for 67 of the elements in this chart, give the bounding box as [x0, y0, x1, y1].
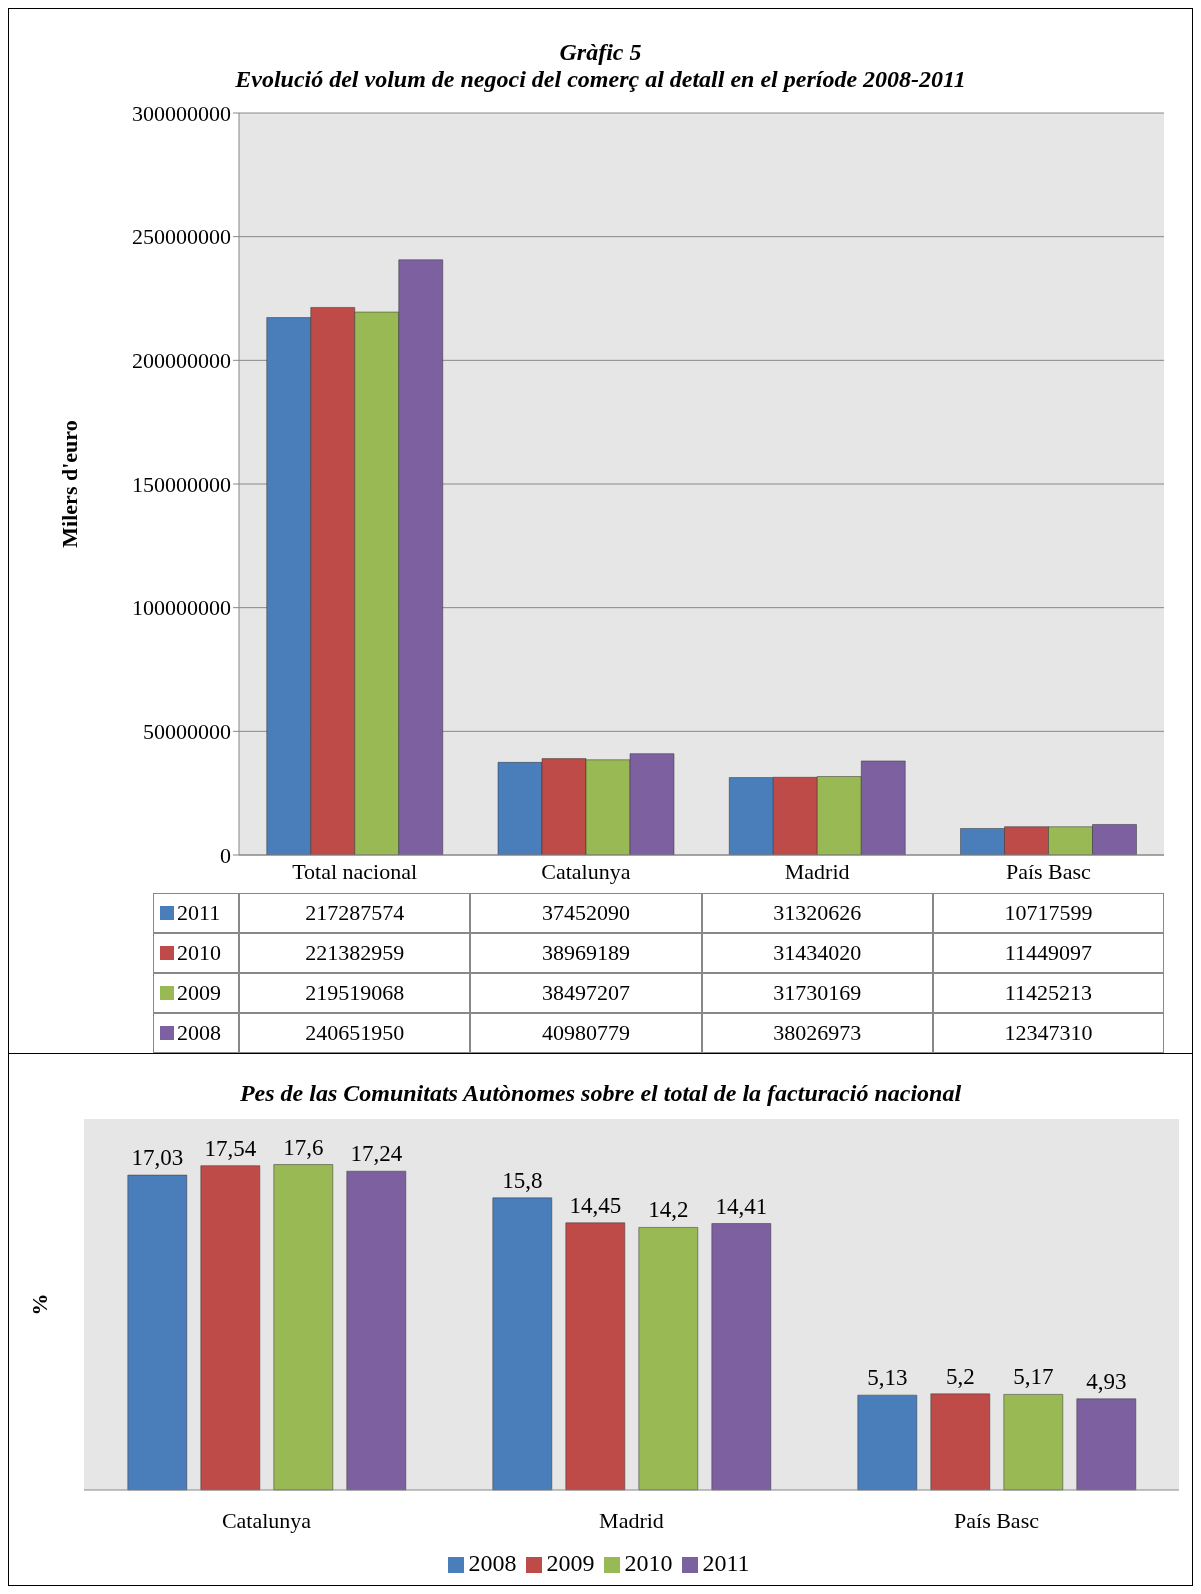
legend-label: 2009	[546, 1550, 595, 1576]
data-label: 31320626	[701, 893, 933, 933]
data-label: 31434020	[701, 933, 933, 973]
y-tick-label: 0	[220, 842, 231, 868]
legend-label: 2008	[468, 1550, 517, 1576]
data-label: 221382959	[239, 933, 471, 973]
y-tick-label: 50000000	[143, 719, 231, 745]
x-tick-label: País Basc	[1005, 858, 1092, 884]
bar	[200, 1165, 261, 1491]
y-tick-label: 300000000	[132, 100, 231, 126]
bar	[127, 1174, 188, 1491]
bar	[711, 1223, 772, 1491]
bar	[1003, 1394, 1064, 1491]
data-label: 11449097	[932, 933, 1164, 973]
data-label: 15,8	[502, 1167, 543, 1193]
legend-label: 2010	[177, 940, 221, 966]
data-label: 38497207	[470, 973, 702, 1013]
bar	[638, 1227, 699, 1491]
bar	[492, 1197, 553, 1491]
data-label: 240651950	[239, 1013, 471, 1053]
data-label: 11425213	[932, 973, 1164, 1013]
legend-label: 2011	[702, 1550, 750, 1576]
x-tick-label: País Basc	[954, 1507, 1040, 1533]
bar	[565, 1222, 626, 1491]
chart-title: Pes de las Comunitats Autònomes sobre el total de la facturació nacional	[238, 1080, 963, 1107]
data-label: 219519068	[239, 973, 471, 1013]
data-label: 17,6	[283, 1134, 324, 1160]
y-axis-title: Milers d'euro	[56, 420, 82, 548]
legend-label: 2009	[177, 980, 221, 1006]
chart-subtitle: Evolució del volum de negoci del comerç al detall en el període 2008-2011	[234, 66, 967, 93]
legend-label: 2010	[624, 1550, 673, 1576]
data-label: 10717599	[932, 893, 1164, 933]
legend-label: 2011	[177, 900, 221, 926]
y-tick-label: 150000000	[132, 471, 231, 497]
x-tick-label: Madrid	[599, 1507, 664, 1533]
bar	[857, 1394, 918, 1491]
data-label: 17,54	[204, 1135, 257, 1161]
y-tick-label: 250000000	[132, 224, 231, 250]
legend-label: 2008	[177, 1020, 221, 1046]
x-tick-label: Catalunya	[221, 1507, 312, 1533]
bar	[273, 1164, 334, 1491]
data-label: 31730169	[701, 973, 933, 1013]
y-axis-title: %	[26, 1293, 52, 1316]
data-label: 17,03	[131, 1145, 184, 1171]
data-label: 38026973	[701, 1013, 933, 1053]
data-label: 14,41	[715, 1193, 768, 1219]
data-label: 38969189	[470, 933, 702, 973]
data-label: 12347310	[932, 1013, 1164, 1053]
data-label: 5,17	[1013, 1364, 1054, 1390]
bar	[1076, 1398, 1137, 1491]
x-tick-label: Total nacional	[292, 858, 418, 884]
x-tick-label: Madrid	[784, 858, 850, 884]
data-label: 40980779	[470, 1013, 702, 1053]
bar	[930, 1393, 991, 1491]
data-label: 14,45	[569, 1192, 622, 1218]
data-label: 5,2	[945, 1363, 975, 1389]
data-label: 37452090	[470, 893, 702, 933]
data-label: 217287574	[239, 893, 471, 933]
data-label: 5,13	[867, 1365, 908, 1391]
data-label: 14,2	[648, 1197, 689, 1223]
data-label: 17,24	[350, 1141, 403, 1167]
x-tick-label: Catalunya	[541, 858, 631, 884]
bar	[346, 1170, 407, 1491]
chart-title: Gràfic 5	[558, 39, 643, 66]
y-tick-label: 200000000	[132, 348, 231, 374]
y-tick-label: 100000000	[132, 595, 231, 621]
data-label: 4,93	[1086, 1368, 1127, 1394]
